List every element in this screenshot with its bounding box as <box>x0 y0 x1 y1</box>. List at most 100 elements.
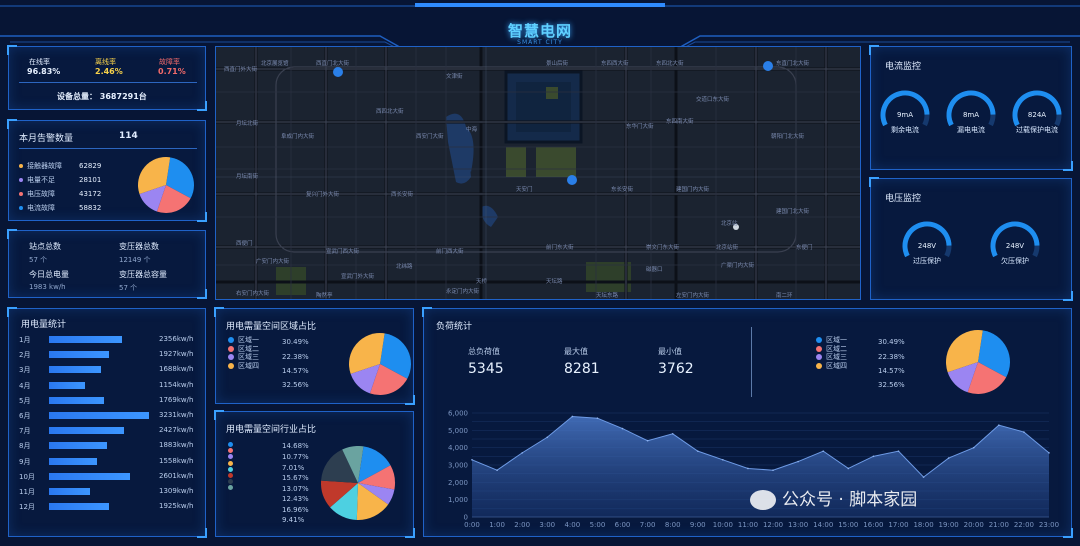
map-street-label: 东四南大街 <box>666 119 694 125</box>
industry-legend-dot <box>228 442 233 447</box>
x-tick-label: 22:00 <box>1014 521 1034 529</box>
industry-pie-slice <box>321 449 358 483</box>
map-marker[interactable] <box>763 61 773 71</box>
industry-value: 7.01% <box>282 464 305 472</box>
gauge-fill <box>946 90 996 127</box>
region-legend-item: 区域二 <box>228 344 259 354</box>
industry-title: 用电需量空间行业占比 <box>226 425 317 435</box>
usage-value-label: 2356kw/h <box>159 335 194 343</box>
stats-panel: 站点总数 57 个 变压器总数 12149 个 今日总电量 1983 kw/h … <box>7 229 207 299</box>
region-value: 30.49% <box>282 338 309 346</box>
map-panel[interactable]: 西直门外大街 北京展览馆 西直门北大街 文津街 景山后街 东四西大街 东四北大街 东直门北大街… <box>215 46 861 300</box>
usage-bar <box>49 381 85 389</box>
divider <box>19 148 197 149</box>
usage-month-label: 10月 <box>19 472 35 481</box>
usage-value-label: 1688kw/h <box>159 365 194 374</box>
load-point <box>671 433 674 435</box>
load-pie-slice <box>978 330 1010 378</box>
alarm-panel: 本月告警数量 114 接触器故障 62829 电量不足 28101 电压故障 43172 电… <box>7 119 207 222</box>
map-street-label: 磁器口 <box>646 267 663 273</box>
usage-value-label: 1558kw/h <box>159 456 194 465</box>
x-tick-label: 3:00 <box>539 521 555 529</box>
watermark-text: 公众号 · 脚本家园 <box>782 490 918 510</box>
alarm-legend-item: 电压故障 43172 <box>19 189 119 199</box>
usage-value-label: 1927kw/h <box>159 350 194 359</box>
watermark: 公众号 · 脚本家园 <box>750 485 917 510</box>
load-point <box>847 467 850 470</box>
industry-pie-slice <box>358 465 395 490</box>
gauge-value: 248V <box>1005 242 1025 250</box>
map-marker[interactable] <box>333 67 343 77</box>
x-tick-label: 21:00 <box>989 521 1009 529</box>
industry-pie-slice <box>358 483 395 505</box>
x-tick-label: 13:00 <box>788 521 808 529</box>
load-area-fill <box>472 416 1049 517</box>
x-tick-label: 11:00 <box>738 521 758 529</box>
load-min-value: 3762 <box>658 361 694 377</box>
x-tick-label: 18:00 <box>913 521 933 529</box>
load-point <box>596 417 599 419</box>
load-point <box>1048 452 1050 454</box>
map-street-label: 月坛北街 <box>236 121 259 127</box>
usage-month-label: 3月 <box>19 366 31 375</box>
load-point <box>772 469 774 471</box>
usage-month-label: 9月 <box>19 457 31 466</box>
alarm-legend-value: 28101 <box>79 176 102 184</box>
load-series-line <box>471 415 1050 478</box>
x-tick-label: 9:00 <box>690 521 706 529</box>
legend-dot <box>228 345 234 352</box>
map-street-label: 北纬路 <box>396 264 413 270</box>
divider <box>751 327 752 397</box>
region-legend-item: 区域四 <box>228 361 259 371</box>
city-map[interactable] <box>216 47 861 300</box>
industry-value: 12.43% <box>282 495 309 503</box>
map-street-label: 阜成门内大街 <box>281 134 315 140</box>
industry-pie-slice <box>321 480 358 508</box>
gauge-value: 248V <box>917 242 937 250</box>
alarm-legend-item: 电流故障 58832 <box>19 203 119 213</box>
industry-value: 13.07% <box>282 485 309 493</box>
usage-month-label: 2月 <box>19 351 31 360</box>
map-street-label: 交道口东大街 <box>696 97 730 103</box>
alarm-legend-item: 接触器故障 62829 <box>19 161 119 171</box>
usage-month-label: 12月 <box>19 503 35 512</box>
gauge-dial <box>880 90 930 127</box>
industry-legend-dot <box>228 485 233 491</box>
rates-panel: 在线率 96.83% 离线率 2.46% 故障率 0.71% 设备总量： 368… <box>7 45 207 111</box>
usage-bar <box>49 488 90 495</box>
industry-pie-slice <box>342 446 364 483</box>
gauge-value: 8mA <box>962 111 980 119</box>
industry-legend-dot <box>228 460 233 466</box>
industry-pie-slice <box>358 446 391 483</box>
load-max-label: 最大值 <box>564 347 588 356</box>
region-pie-slice <box>369 364 408 395</box>
y-tick-label: 5,000 <box>448 427 468 435</box>
region-legend-item: 区域三 <box>228 352 259 362</box>
industry-value: 10.77% <box>282 453 309 461</box>
usage-value-label: 1769kw/h <box>159 395 194 404</box>
usage-value-label: 2427kw/h <box>159 426 194 435</box>
alarm-legend-value: 58832 <box>79 204 102 212</box>
alarm-pie-slice <box>156 185 191 213</box>
gauge-value: 824A <box>1027 111 1047 119</box>
usage-bar <box>49 366 102 374</box>
region-pie-slice <box>380 333 411 379</box>
load-pie-slice <box>967 362 1007 394</box>
x-tick-label: 7:00 <box>640 521 656 529</box>
usage-bar <box>49 336 122 343</box>
usage-bar <box>49 351 109 359</box>
load-point <box>822 450 825 452</box>
map-street-label: 前门西大街 <box>436 249 464 255</box>
device-total-value: 3687291台 <box>99 92 147 101</box>
legend-dot <box>816 345 822 352</box>
map-street-label: 北京站街 <box>716 245 739 251</box>
map-street-label: 西四北大街 <box>376 109 404 115</box>
load-legend-item: 区域四 <box>816 361 847 371</box>
usage-value-label: 1883kw/h <box>159 441 194 450</box>
gauge-label: 漏电电流 <box>957 126 985 134</box>
alarm-legend-label: 电量不足 <box>27 176 55 184</box>
x-tick-label: 8:00 <box>665 521 681 529</box>
legend-dot <box>228 337 234 343</box>
x-tick-label: 2:00 <box>514 521 530 529</box>
map-marker[interactable] <box>567 175 577 185</box>
